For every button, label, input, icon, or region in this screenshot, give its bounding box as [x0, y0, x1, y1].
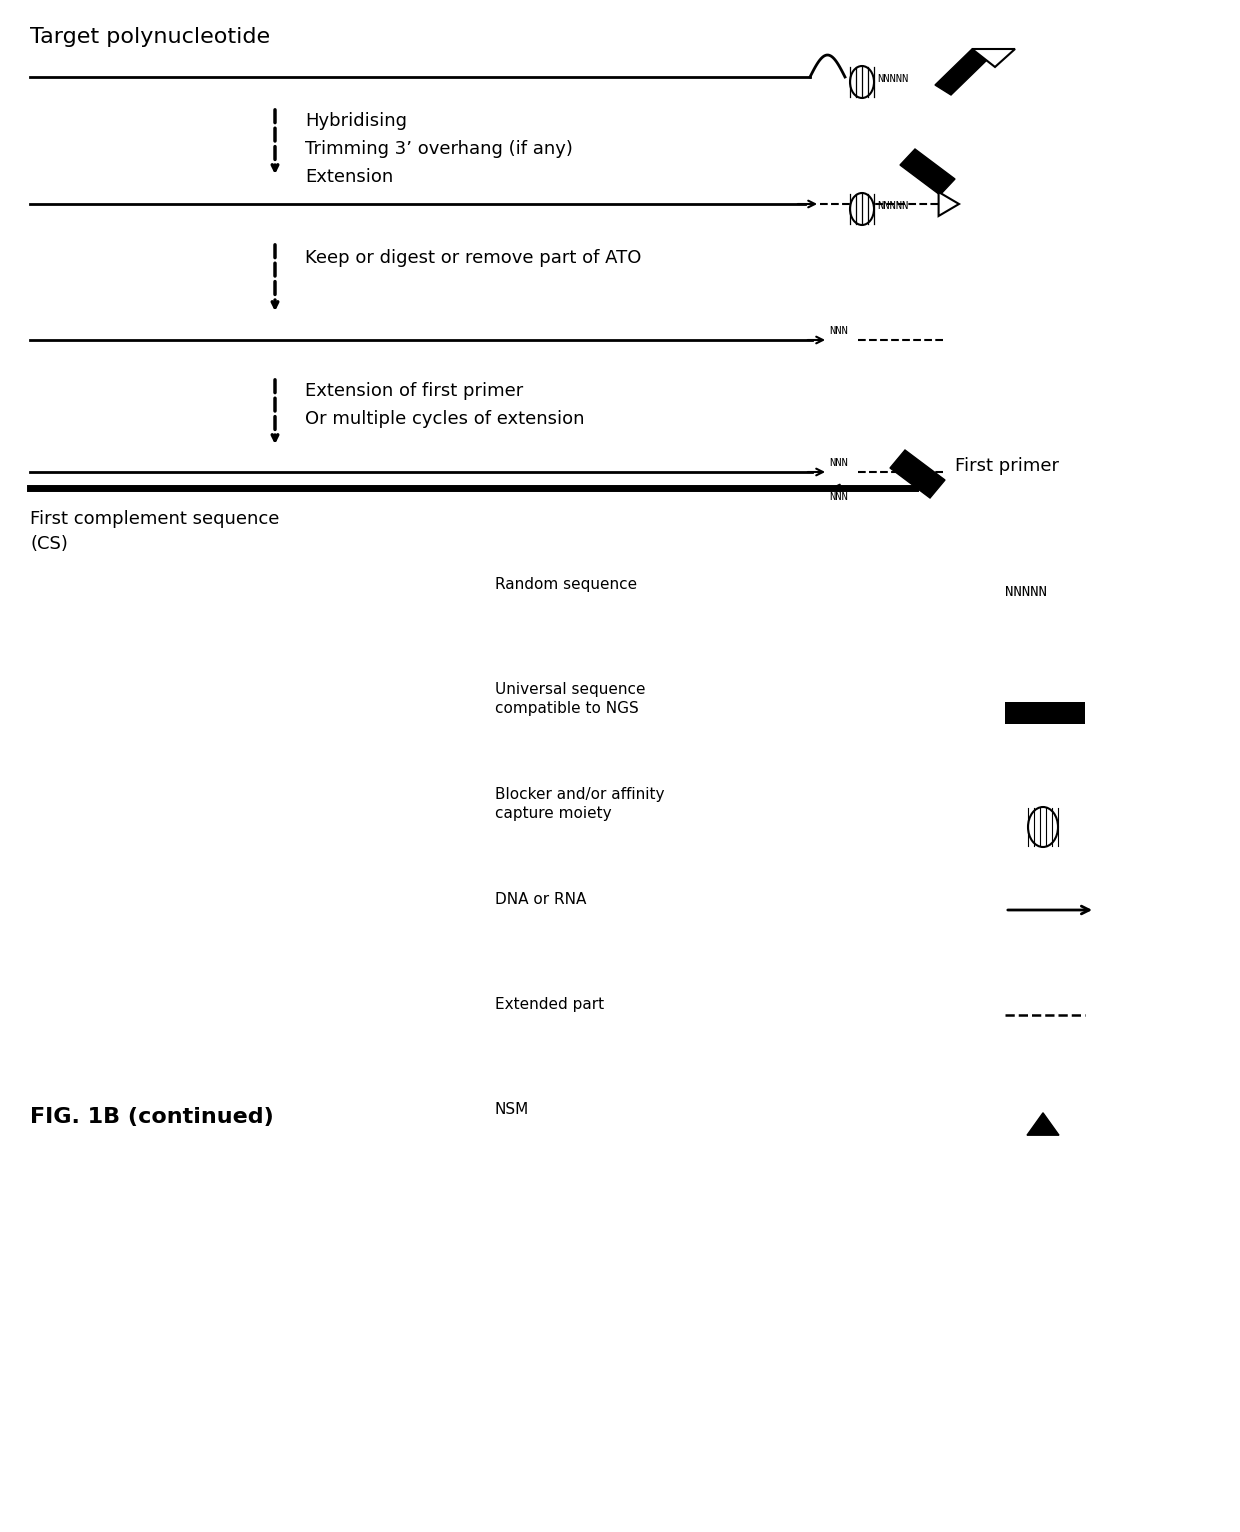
Text: First complement sequence
(CS): First complement sequence (CS) — [30, 510, 279, 553]
Text: Hybridising
Trimming 3’ overhang (if any)
Extension: Hybridising Trimming 3’ overhang (if any… — [305, 112, 573, 185]
Ellipse shape — [1028, 807, 1058, 847]
Ellipse shape — [849, 193, 874, 225]
Text: NSM: NSM — [495, 1102, 529, 1117]
Polygon shape — [890, 450, 945, 498]
Text: Target polynucleotide: Target polynucleotide — [30, 28, 270, 47]
Text: FIG. 1B (continued): FIG. 1B (continued) — [30, 1108, 274, 1128]
Text: NNN: NNN — [830, 458, 848, 467]
Text: Extended part: Extended part — [495, 997, 604, 1013]
Text: Blocker and/or affinity
capture moiety: Blocker and/or affinity capture moiety — [495, 787, 665, 821]
Text: Random sequence: Random sequence — [495, 578, 637, 591]
Polygon shape — [1027, 1112, 1059, 1135]
Text: NNNNN: NNNNN — [877, 74, 908, 84]
Text: NNNNN: NNNNN — [877, 201, 908, 211]
Text: Extension of first primer
Or multiple cycles of extension: Extension of first primer Or multiple cy… — [305, 381, 584, 427]
Text: Keep or digest or remove part of ATO: Keep or digest or remove part of ATO — [305, 250, 641, 267]
Polygon shape — [972, 49, 1016, 67]
Bar — [1004, 702, 1085, 725]
Polygon shape — [935, 49, 988, 95]
Text: First primer: First primer — [955, 457, 1059, 475]
Polygon shape — [900, 149, 955, 195]
Text: NNN: NNN — [830, 326, 848, 336]
Text: NNNNN: NNNNN — [1004, 585, 1047, 599]
Text: DNA or RNA: DNA or RNA — [495, 892, 587, 907]
Text: Universal sequence
compatible to NGS: Universal sequence compatible to NGS — [495, 682, 646, 715]
Polygon shape — [939, 192, 959, 216]
Text: NNN: NNN — [830, 492, 848, 502]
Ellipse shape — [849, 66, 874, 98]
